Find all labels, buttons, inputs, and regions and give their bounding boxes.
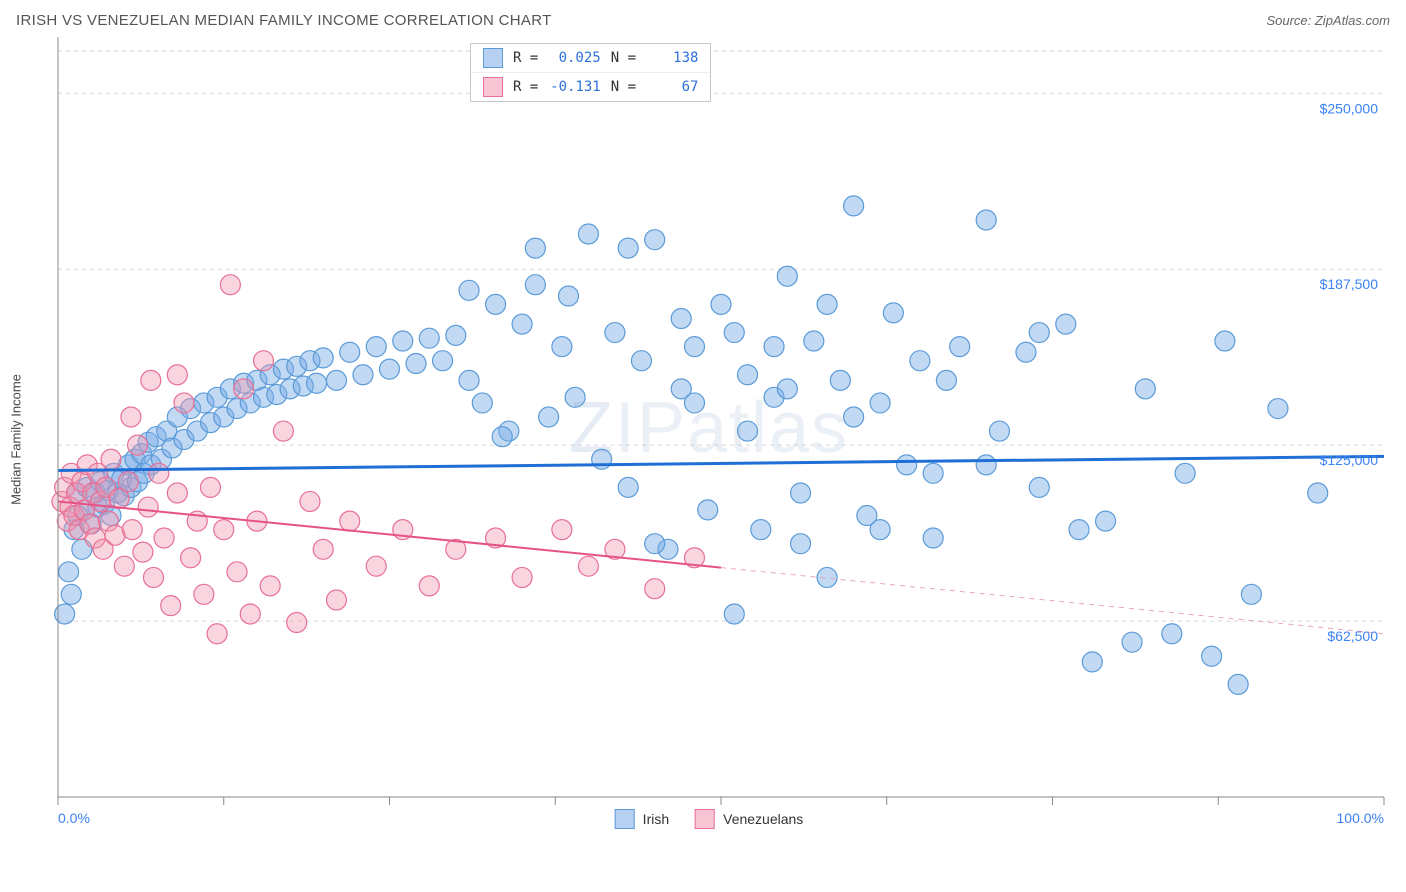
legend-label: Irish — [643, 811, 669, 827]
legend-item-venezuelans: Venezuelans — [695, 809, 803, 829]
svg-text:100.0%: 100.0% — [1337, 810, 1384, 826]
n-label: N = — [611, 50, 636, 66]
stats-legend: R = 0.025 N = 138 R = -0.131 N = 67 — [470, 43, 711, 102]
scatter-plot-svg: 0.0% 100.0% $62,500 $125,000 $187,500 $250,0… — [24, 37, 1394, 827]
stats-row-irish: R = 0.025 N = 138 — [471, 44, 710, 72]
y-axis-label: Median Family Income — [9, 374, 24, 505]
stats-row-venezuelans: R = -0.131 N = 67 — [471, 72, 710, 101]
correlation-chart: IRISH VS VENEZUELAN MEDIAN FAMILY INCOME… — [12, 12, 1394, 880]
plot-area: Median Family Income ZIPatlas 0.0%100.0%… — [24, 37, 1394, 827]
svg-text:$250,000: $250,000 — [1320, 100, 1379, 116]
r-label: R = — [513, 50, 538, 66]
n-value: 138 — [644, 50, 698, 66]
svg-text:$125,000: $125,000 — [1320, 452, 1379, 468]
swatch-icon — [483, 48, 503, 68]
legend-item-irish: Irish — [615, 809, 669, 829]
svg-text:$62,500: $62,500 — [1327, 628, 1378, 644]
svg-text:$187,500: $187,500 — [1320, 276, 1379, 292]
chart-title: IRISH VS VENEZUELAN MEDIAN FAMILY INCOME… — [16, 12, 552, 29]
chart-header: IRISH VS VENEZUELAN MEDIAN FAMILY INCOME… — [12, 12, 1394, 37]
source-label: Source: ZipAtlas.com — [1266, 13, 1390, 28]
swatch-icon — [695, 809, 715, 829]
r-label: R = — [513, 79, 538, 95]
legend-label: Venezuelans — [723, 811, 803, 827]
n-value: 67 — [644, 79, 698, 95]
r-value: -0.131 — [547, 79, 601, 95]
swatch-icon — [615, 809, 635, 829]
r-value: 0.025 — [547, 50, 601, 66]
svg-text:0.0%: 0.0% — [58, 810, 90, 826]
n-label: N = — [611, 79, 636, 95]
swatch-icon — [483, 77, 503, 97]
series-legend: Irish Venezuelans — [615, 809, 804, 829]
